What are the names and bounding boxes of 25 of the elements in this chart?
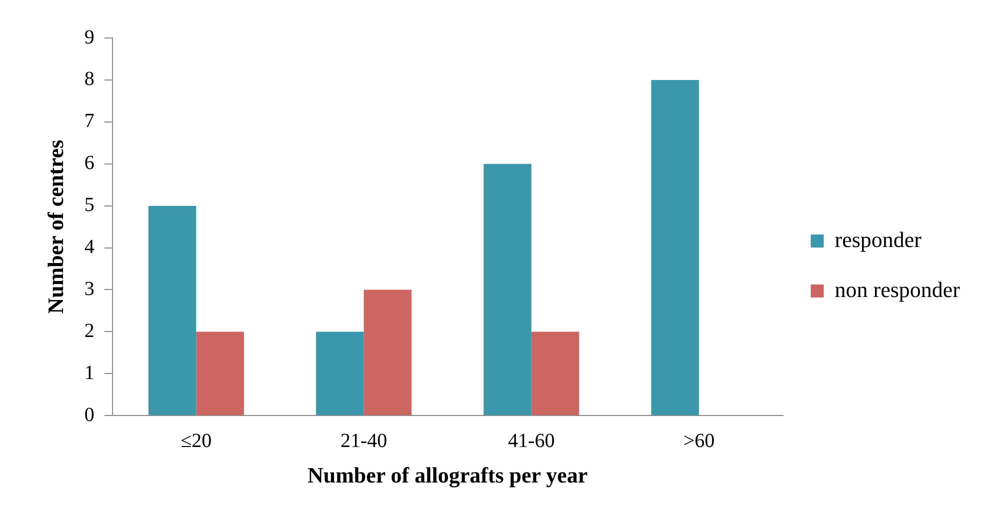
y-tick-label: 4 xyxy=(84,236,94,258)
x-tick-label: 41-60 xyxy=(508,430,555,452)
y-tick-label: 9 xyxy=(84,26,94,48)
x-tick-label: 21-40 xyxy=(340,430,388,452)
y-tick-label: 5 xyxy=(84,194,94,216)
y-axis-title: Number of centres xyxy=(42,139,68,314)
bar xyxy=(531,332,580,416)
x-tick-label: ≤20 xyxy=(180,430,212,452)
bar xyxy=(364,290,412,416)
y-tick-label: 1 xyxy=(84,362,94,384)
bar xyxy=(651,80,699,416)
bar xyxy=(196,332,244,416)
y-tick-label: 6 xyxy=(84,152,94,174)
bar xyxy=(148,206,196,416)
bar xyxy=(484,164,532,416)
legend-label: non responder xyxy=(834,276,961,302)
x-axis-title: Number of allografts per year xyxy=(307,462,588,488)
y-tick-label: 3 xyxy=(84,278,94,300)
y-tick-label: 2 xyxy=(84,320,94,342)
legend-label: responder xyxy=(834,226,922,252)
bar xyxy=(316,332,364,416)
x-tick-label: >60 xyxy=(683,430,715,452)
y-tick-label: 7 xyxy=(84,110,94,132)
y-tick-label: 8 xyxy=(84,68,94,90)
y-tick-label: 0 xyxy=(84,404,94,426)
